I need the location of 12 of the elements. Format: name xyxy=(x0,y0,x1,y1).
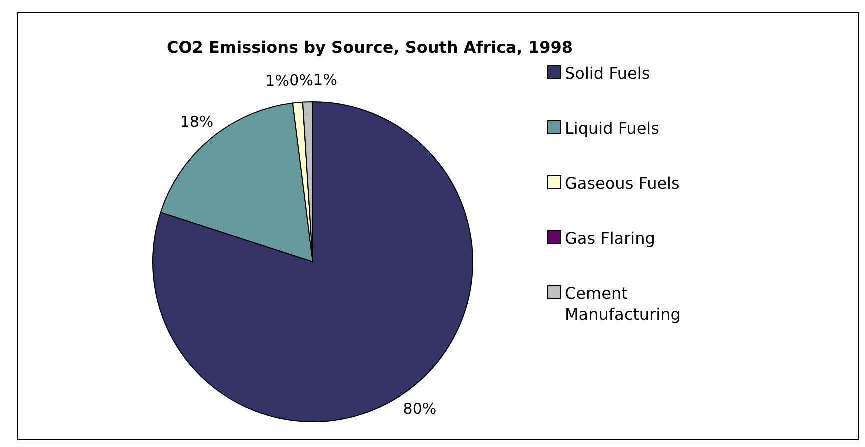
text: 0% xyxy=(290,71,314,90)
data-label: 1% xyxy=(314,71,338,90)
legend-label: Gaseous Fuels xyxy=(565,174,680,193)
data-label: 80% xyxy=(403,400,437,418)
data-label: 1% xyxy=(266,72,290,90)
pie-slice xyxy=(152,102,474,422)
data-label: 18% xyxy=(180,112,214,131)
legend-label: Solid Fuels xyxy=(565,64,650,83)
legend-label: Liquid Fuels xyxy=(565,119,660,138)
chart-title: CO2 Emissions by Source, South Africa, 1998 xyxy=(166,38,574,57)
legend-label: Gas Flaring xyxy=(565,229,656,248)
legend-label: Cement Manufacturing xyxy=(565,284,681,324)
